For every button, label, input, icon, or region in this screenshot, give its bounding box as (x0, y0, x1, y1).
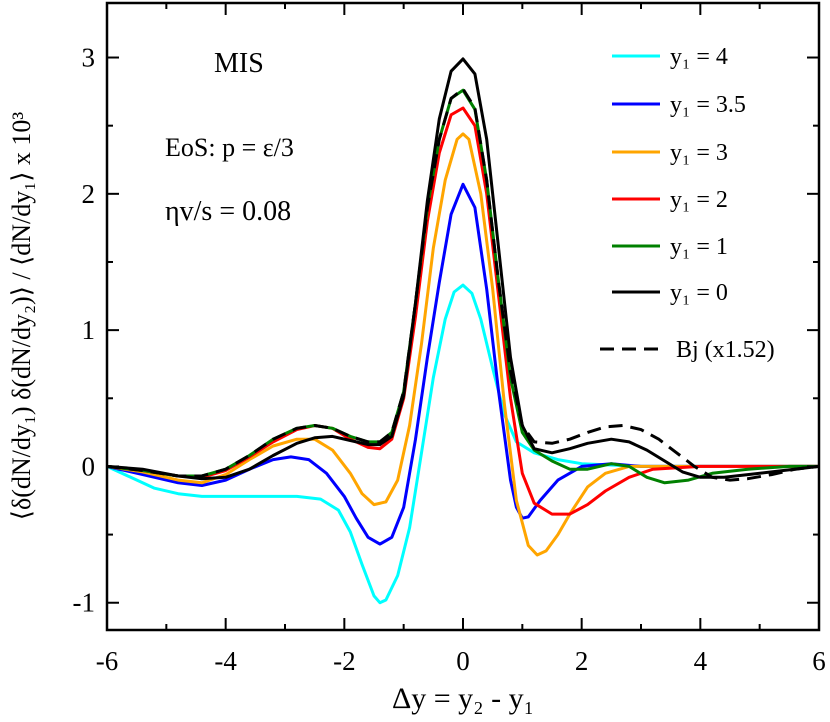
y-tick-label: -1 (73, 588, 96, 618)
legend-label-5: y₁ = 0 (670, 280, 728, 306)
y-tick-label: 2 (82, 179, 96, 209)
series-line-2 (106, 132, 819, 557)
x-axis-title: Δy = y₂ - y₁ (392, 682, 534, 715)
series-line-0 (106, 283, 819, 605)
legend-label-3: y₁ = 2 (670, 187, 728, 213)
series-line-3 (106, 106, 819, 516)
x-tick-label: 2 (575, 646, 589, 676)
x-tick-label: -2 (333, 646, 356, 676)
x-tick-label: 4 (694, 646, 708, 676)
series-line-5 (106, 57, 820, 481)
x-tick-label: 0 (456, 646, 470, 676)
y-tick-label: 1 (82, 315, 96, 345)
series-line-1 (106, 182, 819, 546)
axis-ticks (106, 3, 820, 630)
x-tick-label: -4 (214, 646, 237, 676)
y-tick-label: 3 (82, 43, 96, 73)
legend: y₁ = 4 y₁ = 3.5 y₁ = 3 y₁ = 2 y₁ = 1 y₁ = 0 Bj… (600, 44, 775, 363)
x-tick-label: 6 (812, 646, 826, 676)
y-axis-title: ⟨δ(dN/dy₁) δ(dN/dy₂)⟩ / ⟨dN/dy₁⟩ x 10³ (7, 112, 36, 521)
x-tick-label: -6 (96, 646, 119, 676)
legend-label-2: y₁ = 3 (670, 140, 728, 166)
legend-label-4: y₁ = 1 (670, 234, 728, 260)
series-curves (106, 57, 820, 605)
y-tick-label: 0 (82, 451, 96, 481)
legend-label-6: Bj (x1.52) (676, 337, 775, 363)
legend-label-0: y₁ = 4 (670, 44, 728, 70)
axis-tick-labels: -6 -4 -2 0 2 4 6 -1 0 1 2 3 (73, 43, 826, 676)
annotation-eos: EoS: p = ε/3 (165, 133, 294, 162)
annotation-viscosity: ηv/s = 0.08 (165, 196, 291, 227)
legend-label-1: y₁ = 3.5 (670, 92, 746, 118)
annotation-model: MIS (214, 48, 264, 79)
